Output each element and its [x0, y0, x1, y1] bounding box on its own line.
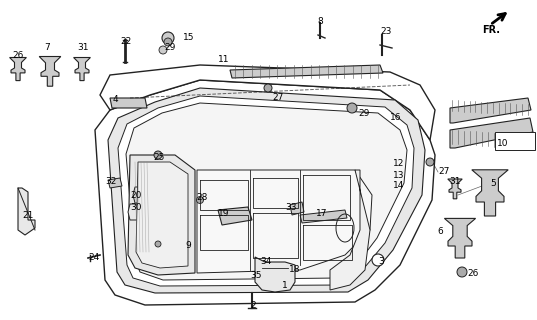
Circle shape — [347, 103, 357, 113]
Polygon shape — [18, 188, 35, 235]
Text: 31: 31 — [449, 178, 461, 187]
Circle shape — [159, 46, 167, 54]
Circle shape — [264, 84, 272, 92]
Text: 28: 28 — [196, 194, 207, 203]
Polygon shape — [10, 58, 26, 81]
Polygon shape — [218, 207, 252, 225]
Polygon shape — [448, 179, 462, 199]
Circle shape — [197, 196, 204, 204]
Polygon shape — [110, 98, 147, 108]
Text: 34: 34 — [260, 258, 271, 267]
Polygon shape — [197, 170, 372, 273]
Circle shape — [154, 151, 162, 159]
Text: 19: 19 — [218, 209, 229, 218]
Text: 11: 11 — [218, 55, 229, 65]
Polygon shape — [74, 58, 90, 81]
Text: 27: 27 — [438, 167, 449, 177]
Polygon shape — [472, 170, 508, 216]
Polygon shape — [95, 80, 435, 305]
Polygon shape — [39, 57, 61, 86]
Polygon shape — [255, 257, 295, 292]
Polygon shape — [100, 65, 435, 140]
Circle shape — [162, 32, 174, 44]
Text: 1: 1 — [282, 281, 288, 290]
Polygon shape — [300, 210, 347, 223]
Text: 32: 32 — [105, 178, 117, 187]
Text: 29: 29 — [164, 43, 176, 52]
Text: 17: 17 — [316, 210, 328, 219]
Polygon shape — [133, 187, 157, 203]
Text: 23: 23 — [380, 28, 391, 36]
Text: 16: 16 — [390, 114, 402, 123]
Text: FR.: FR. — [482, 25, 500, 35]
Circle shape — [164, 38, 172, 46]
Text: 6: 6 — [437, 228, 442, 236]
Text: 30: 30 — [130, 203, 142, 212]
Polygon shape — [445, 218, 476, 258]
Circle shape — [426, 158, 434, 166]
Text: 5: 5 — [490, 179, 496, 188]
Polygon shape — [450, 98, 531, 123]
Polygon shape — [108, 88, 425, 293]
Text: 3: 3 — [378, 258, 384, 267]
Text: 27: 27 — [272, 92, 284, 101]
Text: 13: 13 — [393, 171, 404, 180]
Text: 4: 4 — [113, 95, 119, 105]
Text: 18: 18 — [289, 266, 301, 275]
Text: 29: 29 — [358, 109, 369, 118]
Text: 24: 24 — [88, 252, 99, 261]
Text: 33: 33 — [285, 203, 296, 212]
Polygon shape — [495, 132, 535, 150]
Text: 20: 20 — [130, 190, 141, 199]
Text: 12: 12 — [393, 158, 404, 167]
Text: 14: 14 — [393, 181, 404, 190]
Circle shape — [457, 267, 467, 277]
Text: 7: 7 — [44, 44, 50, 52]
Polygon shape — [118, 96, 414, 286]
Text: 10: 10 — [497, 139, 509, 148]
Circle shape — [155, 241, 161, 247]
Polygon shape — [290, 202, 304, 215]
Text: 22: 22 — [120, 37, 131, 46]
Text: 8: 8 — [317, 18, 323, 27]
Text: 31: 31 — [77, 44, 89, 52]
Polygon shape — [145, 238, 180, 253]
Polygon shape — [230, 65, 383, 78]
Text: 9: 9 — [185, 241, 191, 250]
Polygon shape — [450, 118, 533, 148]
Polygon shape — [128, 204, 152, 220]
Text: 2: 2 — [250, 300, 256, 309]
Circle shape — [372, 254, 384, 266]
Polygon shape — [108, 178, 122, 188]
Polygon shape — [128, 155, 195, 275]
Text: 15: 15 — [183, 33, 194, 42]
Text: 21: 21 — [22, 211, 33, 220]
Polygon shape — [330, 170, 370, 290]
Polygon shape — [136, 162, 188, 268]
Text: 26: 26 — [467, 268, 478, 277]
Text: 35: 35 — [250, 271, 262, 281]
Text: 25: 25 — [153, 154, 164, 163]
Polygon shape — [126, 103, 407, 280]
Text: 26: 26 — [12, 51, 24, 60]
